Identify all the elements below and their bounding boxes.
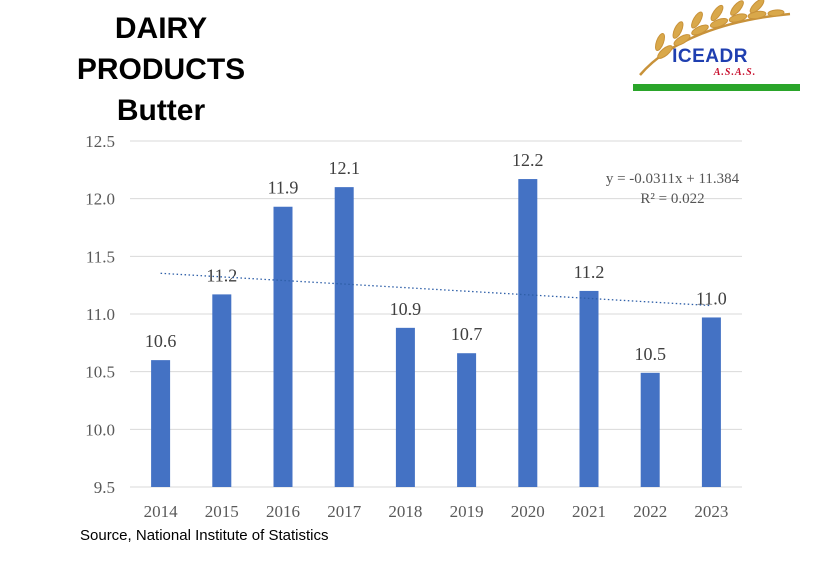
x-tick-label: 2020 (511, 502, 545, 521)
x-tick-label: 2016 (266, 502, 300, 521)
y-tick-label: 10.5 (85, 363, 115, 382)
data-label: 11.2 (574, 262, 605, 282)
logo-subtitle: A.S.A.S. (713, 67, 757, 78)
data-label: 10.7 (451, 324, 483, 344)
bar (457, 353, 477, 487)
x-tick-label: 2015 (205, 502, 239, 521)
y-tick-label: 10.0 (85, 420, 115, 439)
trendline-r2: R² = 0.022 (640, 191, 705, 207)
y-tick-label: 12.5 (85, 132, 115, 151)
bar (334, 187, 354, 487)
logo-name: ICEADR (672, 46, 748, 67)
chart-title: DAIRY PRODUCTS Butter (66, 8, 256, 131)
data-label: 10.9 (390, 299, 422, 319)
trendline-equation-box: y = -0.0311x + 11.384 R² = 0.022 (590, 169, 755, 209)
title-line-1: DAIRY (114, 12, 208, 45)
trendline (160, 272, 712, 307)
bar (212, 294, 232, 487)
bar (640, 372, 660, 487)
data-label: 12.2 (512, 150, 544, 170)
x-tick-label: 2023 (694, 502, 728, 521)
data-label: 10.6 (145, 331, 177, 351)
y-tick-label: 11.5 (86, 247, 115, 266)
iceadr-logo (633, 0, 800, 91)
data-label: 11.0 (696, 288, 727, 308)
bar (151, 360, 171, 487)
source-note: Source, National Institute of Statistics (80, 527, 329, 544)
y-tick-label: 9.5 (94, 478, 115, 497)
x-tick-label: 2022 (633, 502, 667, 521)
x-tick-label: 2017 (327, 502, 362, 521)
y-tick-label: 12.0 (85, 190, 115, 209)
x-tick-label: 2018 (388, 502, 422, 521)
title-line-3: Butter (116, 94, 206, 127)
bar (273, 206, 293, 488)
y-tick-label: 11.0 (86, 305, 115, 324)
data-label: 11.2 (206, 265, 237, 285)
trendline-equation: y = -0.0311x + 11.384 (605, 171, 740, 187)
data-label: 11.9 (268, 178, 299, 198)
bar (518, 179, 538, 487)
x-tick-label: 2014 (144, 502, 179, 521)
bar (395, 327, 415, 487)
bar (579, 290, 599, 487)
data-label: 10.5 (634, 344, 666, 364)
bar (701, 317, 721, 487)
x-tick-label: 2019 (450, 502, 484, 521)
data-label: 12.1 (328, 158, 360, 178)
title-line-2: PRODUCTS (76, 53, 246, 86)
x-tick-label: 2021 (572, 502, 606, 521)
